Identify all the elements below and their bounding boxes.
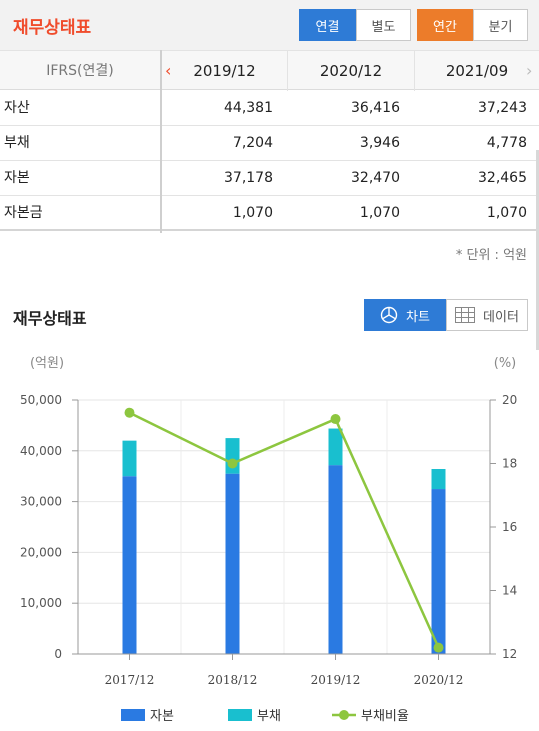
row-label: 자본 (4, 170, 30, 186)
table-row: 자본 37,178 32,470 32,465 (0, 161, 539, 196)
scrollbar[interactable] (536, 150, 539, 350)
cell-value: 1,070 (486, 205, 527, 221)
ratio-line (124, 407, 444, 653)
legend: 자본 부채 부채비율 (121, 709, 409, 724)
cell-value: 37,178 (224, 170, 273, 186)
column-header: 2021/09 (445, 62, 509, 80)
legend-ratio-label: 부채비율 (361, 709, 409, 724)
y-tick-label-right: 18 (502, 457, 517, 471)
cell-value: 4,778 (486, 135, 527, 151)
bar-equity (225, 473, 240, 654)
y-tick-label-left: 20,000 (20, 545, 62, 559)
ratio-point (227, 458, 238, 469)
y-tick-label-right: 20 (502, 393, 517, 407)
cell-value: 32,465 (478, 170, 527, 186)
table-row: 자산 44,381 36,416 37,243 (0, 91, 539, 126)
table-row: 자본금 1,070 1,070 1,070 (0, 196, 539, 231)
y-tick-label-right: 12 (502, 647, 517, 661)
bar-debt (328, 428, 343, 466)
tab-quarterly[interactable]: 분기 (473, 9, 528, 41)
axes: 0 10,000 20,000 30,000 40,000 50,000 12 14 16 18 2… (20, 393, 517, 687)
data-view-button[interactable]: 데이터 (446, 299, 528, 331)
chevron-right-icon[interactable]: › (526, 61, 533, 80)
cell-value: 3,946 (359, 135, 400, 151)
y-tick-label-right: 14 (502, 584, 517, 598)
row-label: 자산 (4, 100, 30, 116)
cell-value: 44,381 (224, 100, 273, 116)
cell-value: 32,470 (351, 170, 400, 186)
y-axis-left-label: (억원) (30, 356, 64, 371)
grid (78, 399, 490, 654)
cell-value: 1,070 (359, 205, 400, 221)
legend-debt-label: 부채 (257, 709, 281, 724)
row-label: 부채 (4, 135, 30, 151)
y-axis-right-label: (%) (494, 356, 517, 371)
tab-consolidated[interactable]: 연결 (299, 9, 356, 41)
bars (122, 428, 446, 654)
ratio-point (433, 642, 444, 653)
column-header: 2019/12 (193, 62, 256, 80)
chevron-left-icon[interactable]: ‹ (165, 61, 172, 80)
chart-view-button[interactable]: 차트 (364, 299, 446, 331)
unit-note: * 단위 : 억원 (455, 248, 527, 263)
tab-separate[interactable]: 별도 (356, 9, 411, 41)
header-bar: 재무상태표 연결 별도 연간 분기 (0, 0, 539, 50)
x-tick-label: 2017/12 (105, 673, 155, 687)
legend-ratio-marker (339, 710, 349, 720)
table-grid-icon (455, 307, 476, 323)
bar-equity (431, 489, 446, 654)
x-tick-label: 2019/12 (311, 673, 361, 687)
ratio-line-path (128, 411, 440, 649)
data-button-label: 데이터 (483, 309, 519, 325)
table-row: 부채 7,204 3,946 4,778 (0, 126, 539, 161)
y-tick-label-right: 16 (502, 520, 517, 534)
column-header: 2020/12 (319, 62, 383, 80)
cell-value: 37,243 (478, 100, 527, 116)
bar-equity (328, 465, 343, 654)
legend-equity-label: 자본 (150, 709, 174, 724)
column-divider (414, 50, 415, 91)
y-tick-label-left: 40,000 (20, 444, 62, 458)
chart-section-title: 재무상태표 (13, 309, 87, 328)
page-title: 재무상태표 (13, 18, 92, 38)
x-tick-label: 2018/12 (208, 673, 258, 687)
legend-equity-swatch (121, 709, 145, 721)
ratio-point (330, 414, 341, 425)
legend-debt-swatch (228, 709, 252, 721)
y-tick-label-left: 0 (54, 647, 62, 661)
x-tick-label: 2020/12 (414, 673, 464, 687)
row-label: 자본금 (4, 205, 43, 221)
cell-value: 36,416 (351, 100, 400, 116)
financial-chart: (억원) (%) 0 10,000 20,000 30,000 40,000 50,000… (20, 356, 517, 724)
y-tick-label-left: 10,000 (20, 596, 62, 610)
bar-debt (431, 469, 446, 490)
bar-debt (122, 440, 137, 477)
table-corner-label: IFRS(연결) (46, 63, 114, 79)
cell-value: 7,204 (232, 135, 273, 151)
pie-chart-icon (380, 306, 398, 324)
table-header-row: IFRS(연결) ‹ 2019/12 2020/12 2021/09 › (0, 50, 539, 90)
y-tick-label-left: 50,000 (20, 393, 62, 407)
tab-annual[interactable]: 연간 (417, 9, 473, 41)
y-tick-label-left: 30,000 (20, 495, 62, 509)
cell-value: 1,070 (232, 205, 273, 221)
chart-button-label: 차트 (406, 309, 430, 325)
ratio-point (124, 407, 135, 418)
bar-equity (122, 476, 137, 654)
column-divider (287, 50, 288, 91)
column-divider (160, 50, 162, 233)
